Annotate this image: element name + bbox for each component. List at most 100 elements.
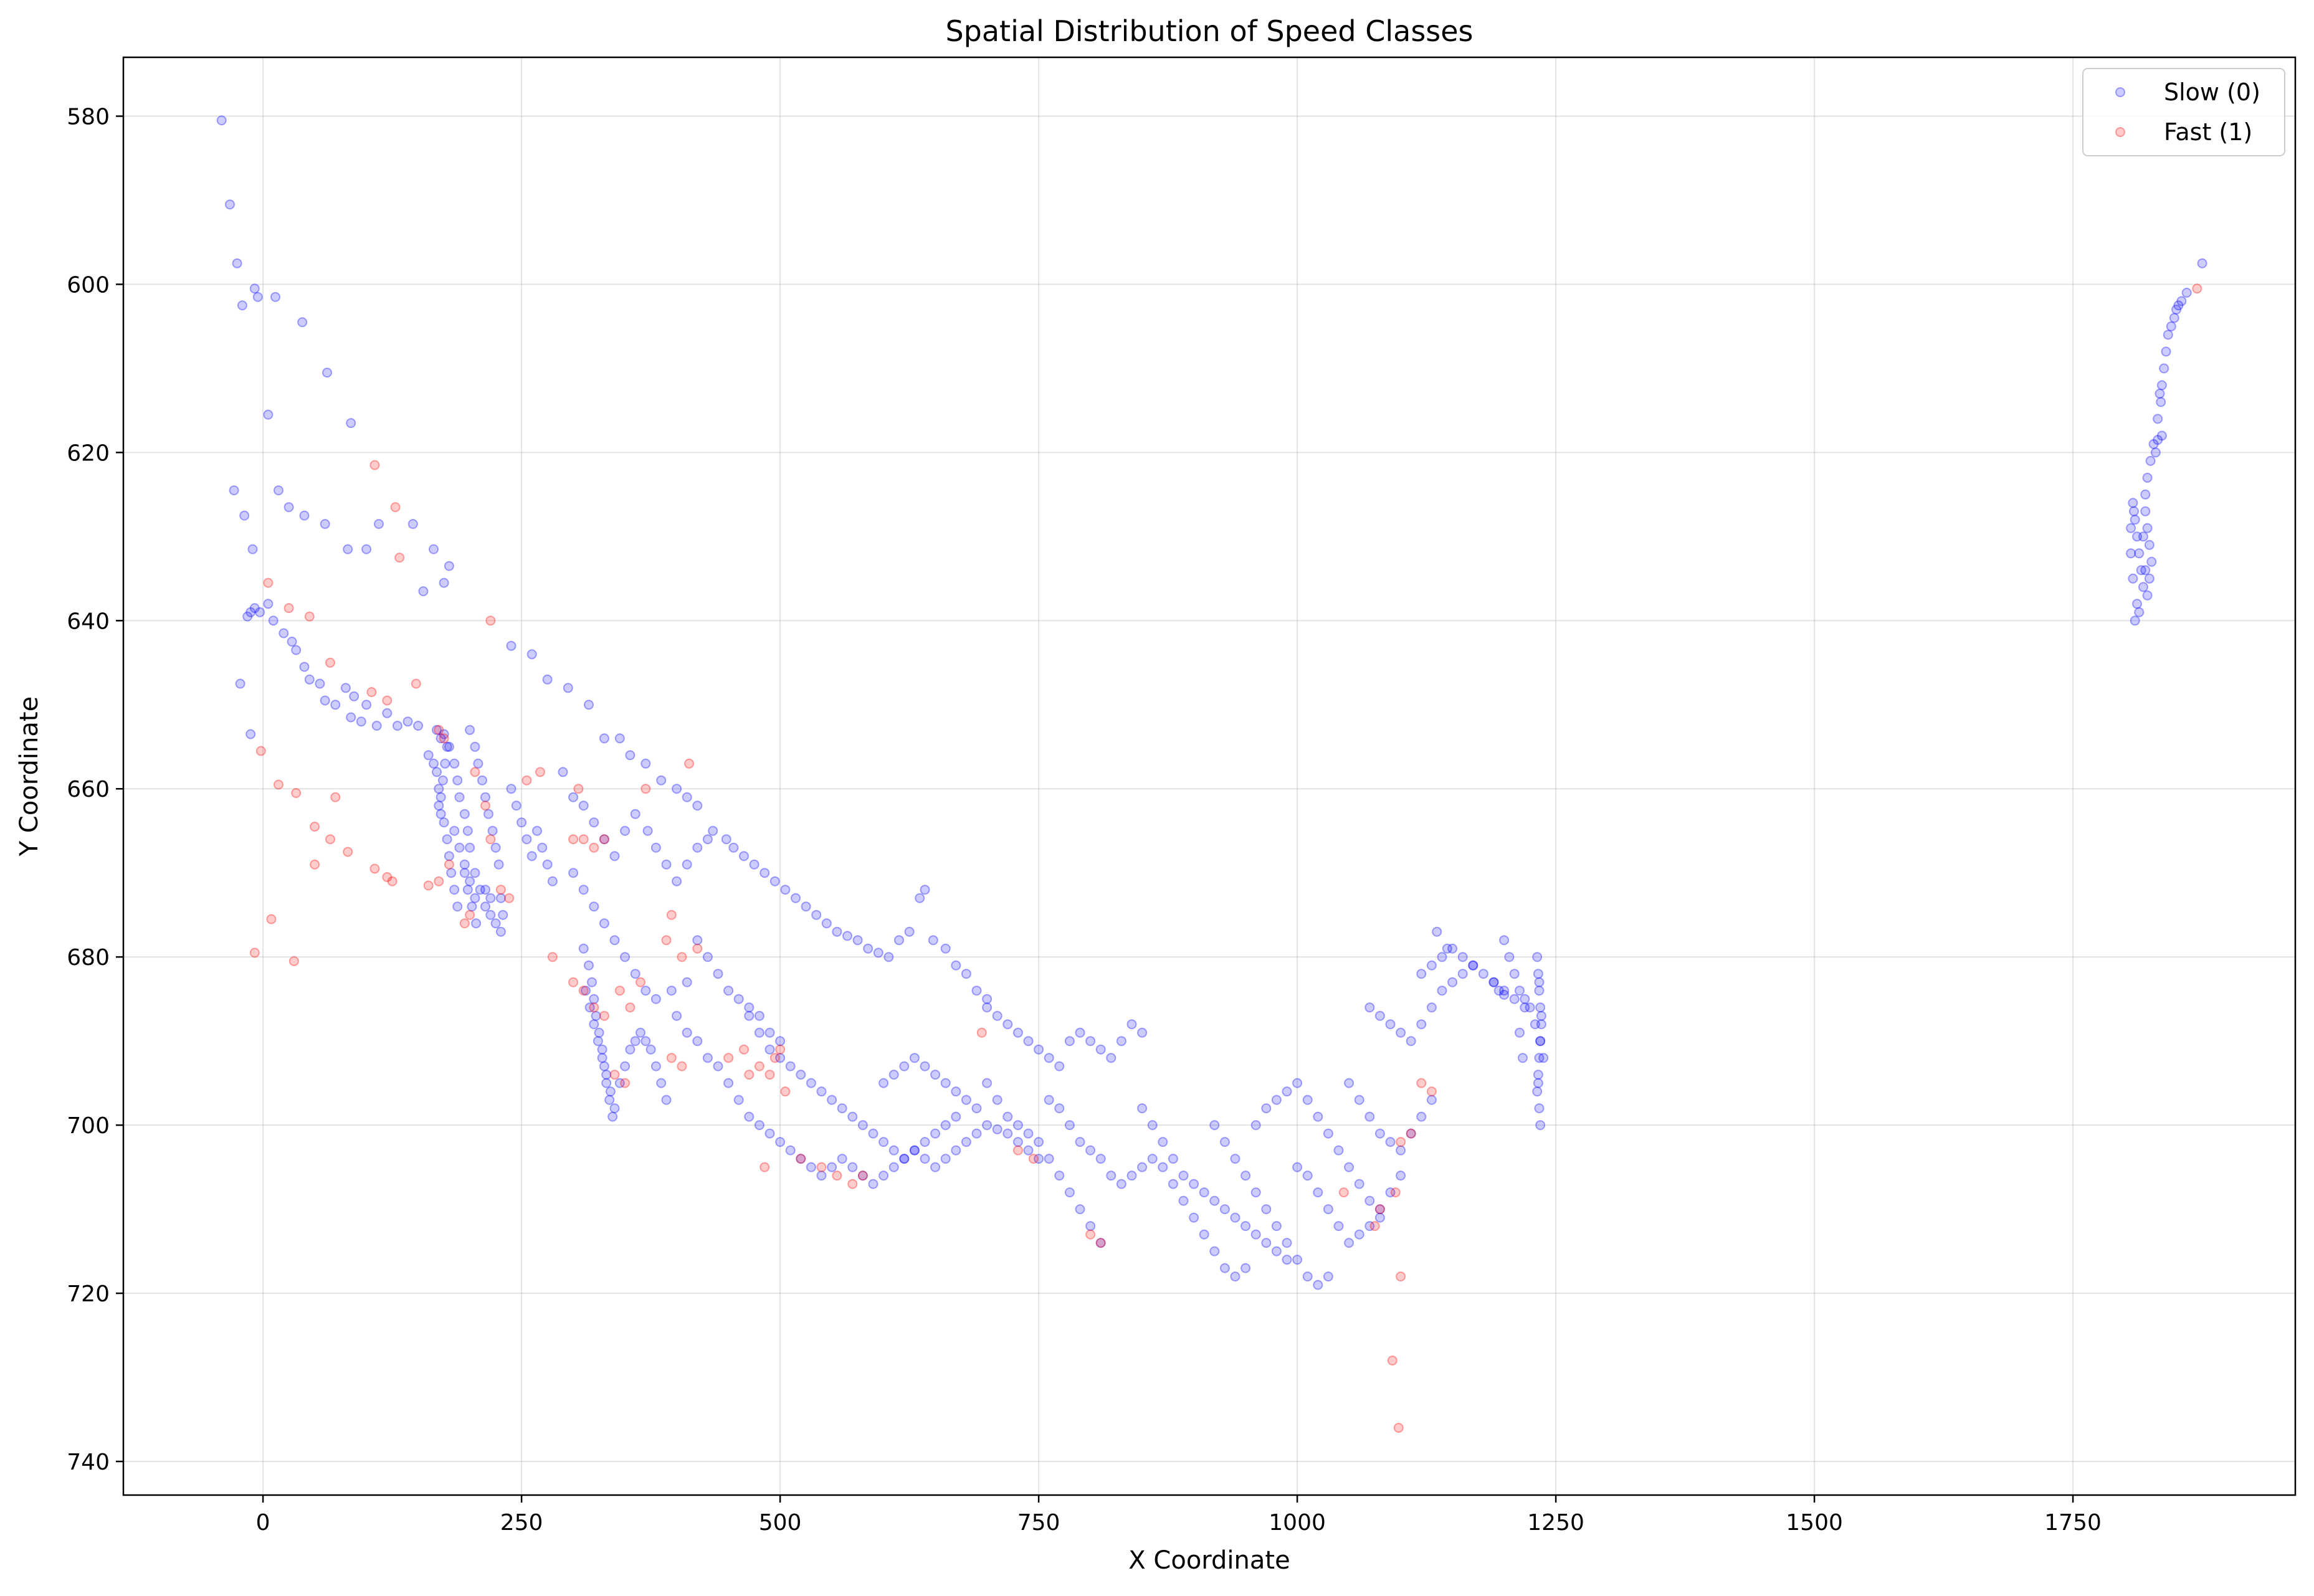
slow-point	[449, 885, 460, 895]
slow-point	[1023, 1145, 1034, 1156]
slow-point	[713, 1061, 723, 1071]
slow-point	[402, 716, 413, 727]
slow-point	[785, 1145, 796, 1156]
slow-point	[1044, 1053, 1054, 1063]
slow-point	[594, 1027, 604, 1038]
slow-point	[821, 918, 832, 929]
slow-point	[1034, 1154, 1044, 1164]
slow-point	[1002, 1019, 1013, 1030]
slow-point	[1344, 1162, 1355, 1172]
slow-point	[909, 1053, 920, 1063]
slow-point	[640, 986, 651, 996]
slow-point	[961, 1095, 971, 1105]
fast-point	[976, 1027, 987, 1038]
slow-point	[599, 834, 609, 845]
fast-point	[599, 1010, 609, 1021]
slow-point	[1230, 1212, 1240, 1223]
x-tick-label: 500	[759, 1510, 802, 1536]
fast-point	[547, 952, 558, 962]
slow-point	[672, 876, 682, 886]
slow-point	[883, 952, 894, 962]
slow-point	[852, 935, 863, 946]
slow-point	[1137, 1103, 1148, 1114]
slow-point	[630, 969, 640, 979]
slow-point	[764, 1027, 775, 1038]
slow-point	[589, 994, 599, 1004]
fast-point	[568, 977, 579, 987]
slow-point	[661, 1095, 672, 1105]
fast-point	[1387, 1356, 1397, 1366]
slow-point	[1534, 986, 1545, 996]
fast-point	[775, 1044, 786, 1055]
x-tick-label: 0	[256, 1510, 270, 1536]
slow-point	[1534, 1103, 1545, 1114]
legend-box	[2082, 68, 2285, 156]
slow-point	[1261, 1103, 1272, 1114]
slow-point	[1488, 977, 1499, 987]
slow-point	[607, 1111, 618, 1122]
slow-point	[1364, 1111, 1375, 1122]
slow-point	[429, 758, 439, 769]
slow-point	[1095, 1154, 1106, 1164]
fast-point	[521, 775, 532, 786]
fast-point	[1393, 1423, 1404, 1433]
slow-point	[517, 817, 527, 828]
slow-point	[1535, 1002, 1546, 1013]
slow-point	[279, 628, 289, 639]
slow-point	[2171, 304, 2182, 315]
slow-point	[1536, 1010, 1546, 1021]
slow-point	[2176, 296, 2187, 306]
slow-point	[493, 859, 504, 870]
fast-point	[249, 948, 260, 958]
slow-point	[1515, 1027, 1525, 1038]
fast-point	[480, 800, 490, 811]
slow-point	[1416, 1019, 1427, 1030]
slow-point	[982, 1002, 993, 1013]
slow-point	[1230, 1154, 1240, 1164]
axes: 0 250 500 750 1000 1250 1500 1750 580 600 620 640 66…	[67, 104, 2102, 1536]
slow-point	[1333, 1145, 1344, 1156]
slow-point	[346, 418, 356, 429]
slow-point	[462, 885, 473, 895]
slow-point	[584, 1002, 595, 1013]
slow-point	[961, 1137, 971, 1147]
slow-point	[1261, 1238, 1272, 1248]
slow-point	[1364, 1195, 1375, 1206]
slow-point	[1106, 1171, 1117, 1181]
slow-point	[940, 1120, 951, 1131]
fast-point	[1085, 1229, 1096, 1240]
slow-point	[806, 1078, 816, 1088]
slow-point	[2166, 321, 2176, 331]
x-tick-label: 1750	[2044, 1510, 2102, 1536]
slow-point	[863, 943, 874, 954]
slow-point	[764, 1128, 775, 1139]
fast-point	[769, 1053, 780, 1063]
y-tick-label: 700	[67, 1113, 110, 1139]
y-tick-label: 640	[67, 609, 110, 634]
slow-point	[1344, 1078, 1355, 1088]
slow-point	[1126, 1019, 1137, 1030]
slow-point	[1054, 1103, 1065, 1114]
slow-point	[1012, 1137, 1023, 1147]
slow-point	[888, 1070, 899, 1080]
slow-point	[1532, 952, 1543, 962]
slow-point	[614, 1078, 625, 1088]
slow-point	[1468, 960, 1478, 971]
fast-point	[434, 876, 444, 886]
slow-point	[1012, 1027, 1023, 1038]
slow-point	[1168, 1179, 1178, 1189]
slow-point	[245, 607, 256, 617]
slow-point	[791, 893, 801, 903]
slow-point	[2128, 498, 2138, 508]
slow-point	[888, 1145, 899, 1156]
slow-point	[1158, 1137, 1168, 1147]
slow-point	[928, 935, 938, 946]
slow-point	[909, 1145, 920, 1156]
slow-point	[452, 775, 463, 786]
slow-point	[878, 1078, 889, 1088]
slow-point	[780, 885, 791, 895]
slow-point	[480, 792, 490, 802]
fast-point	[780, 1086, 791, 1097]
slow-point	[1437, 986, 1447, 996]
